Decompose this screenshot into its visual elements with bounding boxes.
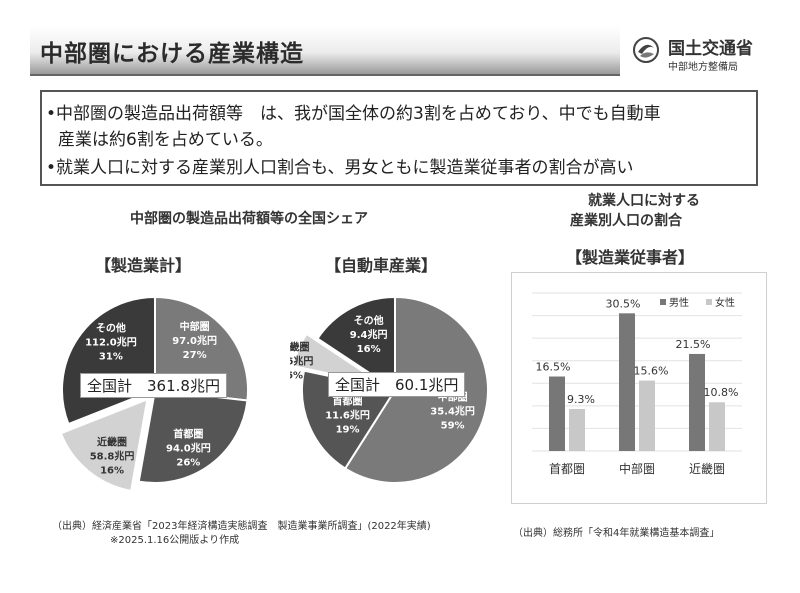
bar-kinki-female: [709, 402, 725, 451]
summary-line-1: •中部圏の製造品出荷額等 は、我が国全体の約3割を占めており、中でも自動車: [46, 104, 661, 124]
source-right: （出典）総務所「令和4年就業構造基本調査」: [513, 528, 720, 539]
pie1-label-shutoken-pct: 26%: [176, 458, 200, 469]
bar-shutoken-female: [569, 409, 585, 451]
pie2-label-shutoken-pct: 19%: [336, 425, 360, 436]
pie2-label-other-value: 9.4兆円: [350, 328, 388, 341]
legend-swatch-female: [706, 299, 712, 305]
bar-label-shutoken-male: 16.5%: [536, 361, 571, 374]
employment-title-1: 就業人口に対する: [588, 193, 700, 209]
bar-category-kinki: 近畿圏: [689, 462, 725, 476]
bar-category-shutoken: 首都圏: [549, 462, 585, 476]
bar-chubu-male: [619, 313, 635, 451]
pie1-label-kinki-name: 近畿圏: [97, 435, 127, 448]
bar-label-chubu-female: 15.6%: [634, 365, 669, 378]
pie1-label-shutoken-name: 首都圏: [173, 428, 203, 441]
org-name: 国土交通省: [668, 39, 753, 59]
pie1-label-chubu-name: 中部圏: [180, 320, 210, 333]
summary-line-2: 産業は約6割を占めている。: [58, 130, 273, 150]
pie1-label-other-pct: 31%: [99, 352, 123, 363]
pie1-label-kinki-value: 58.8兆円: [90, 449, 135, 462]
pie1-label-other-name: その他: [96, 322, 126, 335]
org-subname: 中部地方整備局: [668, 62, 738, 73]
pie2-label-shutoken-name: 首都圏: [333, 395, 363, 408]
pie2-title: 【自動車産業】: [325, 256, 438, 275]
bar-chart-employment: 16.5% 9.3% 首都圏 30.5% 15.6% 中部圏 21.5% 10.8% 近畿圏 男性…: [532, 292, 742, 476]
pie1-total: 全国計 361.8兆円: [80, 373, 227, 398]
bar-label-shutoken-female: 9.3%: [567, 393, 595, 406]
bar-kinki-male: [689, 353, 705, 451]
pie1-label-other-value: 112.0兆円: [85, 336, 137, 349]
pie2-label-kinki-pct: 6%: [290, 371, 303, 382]
bar-label-kinki-male: 21.5%: [676, 338, 711, 351]
page-title: 中部圏における産業構造: [40, 41, 304, 67]
pie2-label-kinki-value: 3.6兆円: [290, 355, 313, 368]
pie1-title: 【製造業計】: [95, 256, 192, 275]
mlit-logo-icon: [633, 37, 659, 63]
org-logo-block: [632, 34, 782, 74]
pie2-label-other-pct: 16%: [357, 344, 381, 355]
pie2-label-shutoken-value: 11.6兆円: [325, 409, 370, 422]
pie1-label-kinki-pct: 16%: [100, 465, 124, 476]
pie1-label-chubu-value: 97.0兆円: [172, 334, 217, 347]
pie1-slice-shutoken: [137, 388, 249, 484]
legend-label-female: 女性: [715, 296, 735, 309]
bar-label-chubu-male: 30.5%: [606, 297, 641, 310]
bar-shutoken-male: [549, 376, 565, 451]
legend-label-male: 男性: [669, 296, 689, 309]
legend-swatch-male: [660, 299, 666, 305]
bar-category-chubu: 中部圏: [619, 461, 655, 476]
source-left-1: （出典）経済産業省「2023年経済構造実態調査 製造業事業所調査」(2022年実…: [52, 521, 431, 532]
title-bar: [30, 26, 620, 76]
pie2-label-chubu-value: 35.4兆円: [430, 405, 475, 418]
employment-chart-label: 【製造業従事者】: [566, 248, 695, 267]
pie1-label-chubu-pct: 27%: [183, 350, 207, 361]
bar-chubu-female: [639, 380, 655, 451]
pie1-label-shutoken-value: 94.0兆円: [166, 442, 211, 455]
source-left-2: ※2025.1.16公開版より作成: [110, 535, 240, 546]
bar-label-kinki-female: 10.8%: [704, 386, 739, 399]
pie2-label-kinki-name: 近畿圏: [290, 341, 309, 354]
pie2-label-chubu-pct: 59%: [441, 421, 465, 432]
share-subtitle: 中部圏の製造品出荷額等の全国シェア: [130, 211, 368, 227]
employment-title-2: 産業別人口の割合: [570, 213, 682, 229]
pie1-slice-kinki: [59, 397, 149, 493]
bar-chart-frame: [511, 272, 767, 504]
pie2-total: 全国計 60.1兆円: [328, 372, 466, 397]
summary-box: [40, 90, 758, 186]
pie2-slice-other: [316, 295, 396, 392]
pie2-label-other-name: その他: [354, 314, 384, 327]
summary-line-3: •就業人口に対する産業別人口割合も、男女ともに製造業従事者の割合が高い: [46, 158, 634, 178]
